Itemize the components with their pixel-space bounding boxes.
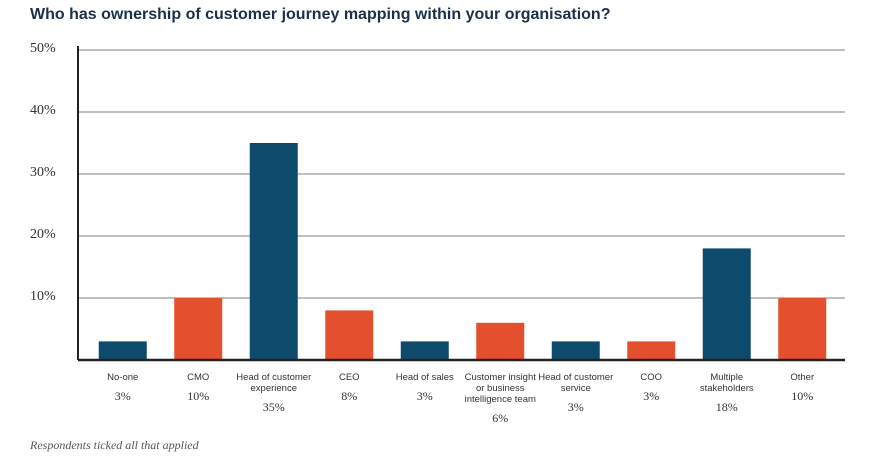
chart-title: Who has ownership of customer journey ma… [30, 6, 611, 23]
bar [476, 322, 525, 360]
bar [98, 341, 147, 360]
bar [325, 310, 374, 360]
x-label-group: No-one 3% [85, 372, 161, 404]
bar [551, 341, 600, 360]
x-tick-label: Multiple stakeholders [699, 372, 754, 394]
bar [702, 248, 751, 360]
data-label: 10% [791, 389, 814, 403]
x-label-group: Other 10% [764, 372, 840, 404]
data-label: 3% [643, 389, 660, 403]
y-tick-label: 10% [30, 289, 56, 304]
bar [778, 298, 827, 360]
data-label: 35% [262, 400, 285, 414]
data-label: 3% [567, 400, 584, 414]
x-label-group: CMO 10% [160, 372, 236, 404]
x-tick-label: No-one [107, 372, 139, 383]
data-label: 8% [341, 389, 358, 403]
data-label: 18% [715, 400, 738, 414]
x-tick-label: CEO [338, 372, 360, 383]
x-tick-label: Customer insight or business intelligenc… [464, 372, 536, 405]
y-tick-label: 40% [30, 103, 56, 118]
bar [174, 298, 223, 360]
x-tick-label: COO [640, 372, 663, 383]
data-label: 3% [114, 389, 131, 403]
footnote: Respondents ticked all that applied [30, 438, 199, 452]
x-label-group: Head of sales 3% [387, 372, 463, 404]
y-tick-label: 30% [30, 165, 56, 180]
data-label: 3% [416, 389, 433, 403]
x-tick-label: Other [790, 372, 815, 383]
x-label-group: COO 3% [613, 372, 689, 404]
x-tick-label: CMO [187, 372, 210, 383]
data-label: 6% [492, 411, 509, 425]
x-label-group: CEO 8% [311, 372, 387, 404]
x-tick-label: Head of customer experience [236, 372, 312, 394]
bar [400, 341, 449, 360]
bar [249, 143, 298, 360]
data-label: 10% [187, 389, 210, 403]
x-tick-label: Head of sales [395, 372, 454, 383]
y-tick-label: 50% [30, 41, 56, 56]
x-label-group: Head of customer experience 35% [236, 372, 312, 415]
x-label-group: Head of customer service 3% [538, 372, 614, 415]
y-tick-label: 20% [30, 227, 56, 242]
x-label-group: Multiple stakeholders 18% [689, 372, 765, 415]
x-tick-label: Head of customer service [538, 372, 614, 394]
bar [627, 341, 676, 360]
x-label-group: Customer insight or business intelligenc… [462, 372, 538, 426]
